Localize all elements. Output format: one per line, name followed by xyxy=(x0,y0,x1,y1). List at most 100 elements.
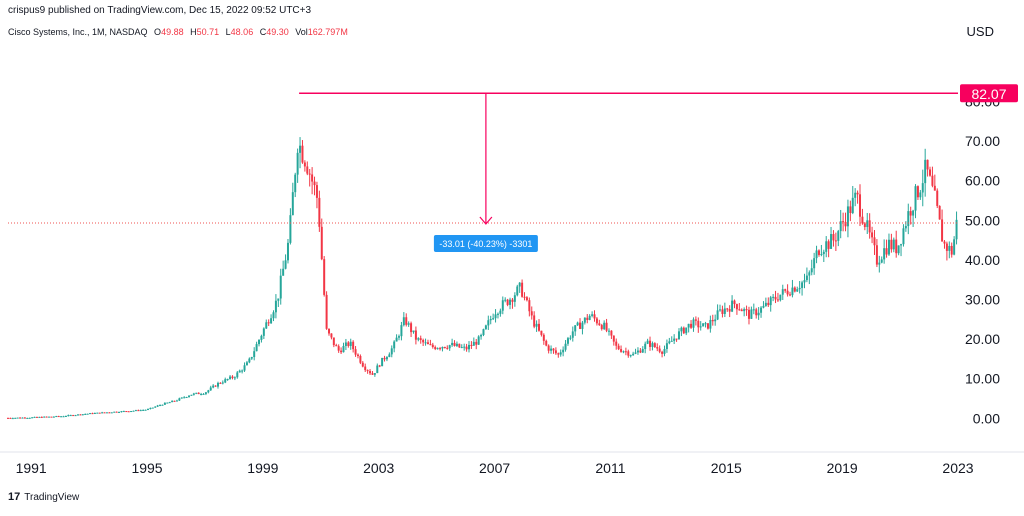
candle-body xyxy=(571,331,574,338)
candle-body xyxy=(443,346,446,348)
candle-body xyxy=(299,145,302,153)
candle-body xyxy=(398,336,401,338)
candle-body xyxy=(912,210,915,216)
candle-body xyxy=(943,241,946,244)
candle-body xyxy=(581,322,584,329)
candle-body xyxy=(859,194,862,217)
candle-body xyxy=(149,407,152,409)
candle-body xyxy=(849,206,852,214)
candle-body xyxy=(938,205,941,220)
candle-body xyxy=(347,342,350,346)
candle-body xyxy=(342,345,345,353)
candle-body xyxy=(887,239,890,255)
candle-body xyxy=(721,309,724,314)
candle-body xyxy=(390,348,393,355)
candle-body xyxy=(388,354,391,358)
candle-body xyxy=(142,409,145,411)
candle-body xyxy=(550,348,553,351)
candle-body xyxy=(200,393,203,395)
measure-arrowhead-icon xyxy=(479,216,493,225)
candle-body xyxy=(28,417,31,419)
candle-body xyxy=(644,343,647,350)
candle-body xyxy=(919,192,922,198)
candle-body xyxy=(173,400,176,402)
candle-body xyxy=(706,323,709,329)
close-value: 49.30 xyxy=(266,27,289,37)
candle-body xyxy=(202,393,205,395)
candle-body xyxy=(690,323,693,328)
candle-body xyxy=(789,294,792,296)
candle-body xyxy=(781,289,784,295)
candle-body xyxy=(296,152,299,175)
candle-body xyxy=(639,350,642,353)
candle-body xyxy=(610,330,613,336)
candle-body xyxy=(846,206,849,227)
candle-body xyxy=(598,323,601,326)
candle-body xyxy=(687,323,690,328)
candle-body xyxy=(907,211,910,227)
candle-body xyxy=(820,254,823,256)
candle-body xyxy=(178,398,181,401)
candle-body xyxy=(769,297,772,306)
y-tick-label: 40.00 xyxy=(965,252,1000,268)
candle-body xyxy=(364,366,367,371)
candle-body xyxy=(340,350,343,353)
candle-body xyxy=(38,416,41,418)
candle-body xyxy=(738,309,741,311)
candle-body xyxy=(605,322,608,331)
candle-body xyxy=(125,411,128,413)
candle-body xyxy=(412,330,415,333)
candle-body xyxy=(378,365,381,367)
symbol-name[interactable]: Cisco Systems, Inc., 1M, NASDAQ xyxy=(8,27,148,37)
candle-body xyxy=(323,259,326,295)
candle-body xyxy=(231,376,234,378)
candle-body xyxy=(132,410,135,412)
candle-body xyxy=(277,298,280,301)
candle-body xyxy=(677,331,680,340)
candle-body xyxy=(286,242,289,261)
footer-brand[interactable]: 17 TradingView xyxy=(8,491,79,503)
candle-body xyxy=(209,387,212,391)
candle-body xyxy=(308,173,311,175)
candle-body xyxy=(513,295,516,302)
candle-body xyxy=(64,415,67,417)
candle-body xyxy=(460,347,463,349)
candle-body xyxy=(195,392,198,394)
candle-body xyxy=(219,382,222,384)
candle-body xyxy=(719,309,722,311)
candle-body xyxy=(238,370,241,373)
candle-body xyxy=(441,346,444,349)
candle-body xyxy=(224,379,227,383)
candle-body xyxy=(540,330,543,335)
candle-body xyxy=(265,322,268,329)
candle-body xyxy=(482,329,485,336)
candle-body xyxy=(929,169,932,176)
candle-body xyxy=(931,175,934,186)
candle-body xyxy=(477,336,480,345)
candle-body xyxy=(33,416,36,418)
candle-body xyxy=(776,299,779,301)
high-price-badge xyxy=(960,84,1018,103)
currency-label: USD xyxy=(966,24,994,39)
candle-body xyxy=(255,344,258,352)
candle-body xyxy=(562,349,565,353)
candle-body xyxy=(612,335,615,342)
candle-body xyxy=(646,340,649,344)
candle-body xyxy=(489,319,492,321)
candle-body xyxy=(537,323,540,331)
candle-body xyxy=(243,365,246,371)
candle-body xyxy=(60,416,63,418)
candle-body xyxy=(31,417,34,419)
candle-body xyxy=(113,411,116,413)
candle-body xyxy=(868,220,871,233)
candle-body xyxy=(7,417,9,419)
candle-body xyxy=(166,402,169,404)
candle-body xyxy=(854,192,857,198)
candle-body xyxy=(516,286,519,296)
candle-body xyxy=(11,418,14,420)
candle-body xyxy=(709,319,712,329)
candle-body xyxy=(634,352,637,354)
candle-body xyxy=(595,318,598,324)
